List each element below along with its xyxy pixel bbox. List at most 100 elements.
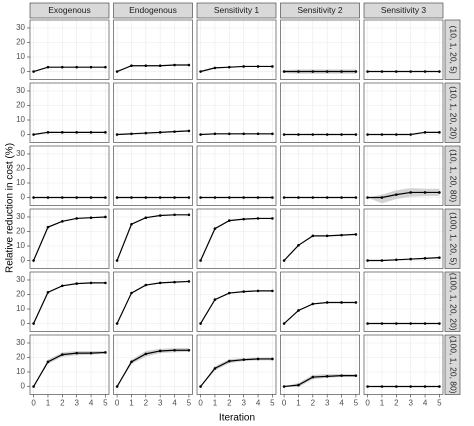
- x-tick-label: 5: [270, 399, 275, 408]
- row-strip-label: (100, 1, 20, 5): [448, 212, 458, 265]
- x-tick-label: 4: [256, 399, 261, 408]
- point: [242, 132, 245, 136]
- point: [104, 215, 107, 219]
- panel-border: [280, 82, 360, 143]
- point: [354, 301, 358, 304]
- line: [117, 130, 189, 136]
- x-tick-label: 0: [365, 399, 370, 408]
- confidence-band: [200, 357, 273, 387]
- point: [104, 131, 107, 134]
- panel: [364, 335, 443, 395]
- point: [187, 280, 191, 283]
- point: [256, 217, 260, 220]
- x-tick-label: 1: [129, 399, 134, 408]
- point: [199, 196, 202, 199]
- point: [354, 196, 358, 199]
- point: [199, 385, 202, 388]
- point: [158, 281, 162, 285]
- point: [158, 214, 162, 217]
- point: [395, 385, 398, 388]
- point: [366, 133, 369, 136]
- panel-border: [113, 19, 193, 80]
- point: [75, 217, 78, 220]
- x-tick-label: 4: [172, 399, 177, 408]
- point: [271, 65, 274, 68]
- point: [395, 258, 398, 262]
- point: [144, 283, 148, 287]
- point: [325, 70, 329, 73]
- line: [33, 66, 106, 73]
- point: [187, 196, 191, 199]
- point: [395, 70, 398, 73]
- point: [213, 367, 217, 370]
- x-tick-label: 2: [227, 399, 232, 408]
- point: [144, 64, 148, 68]
- point: [242, 196, 245, 199]
- point: [75, 65, 78, 69]
- point: [104, 65, 107, 69]
- point: [115, 196, 119, 199]
- y-tick-label: 30: [16, 23, 25, 32]
- panel-border: [29, 82, 110, 143]
- panel-border: [363, 82, 444, 143]
- panel: [197, 83, 276, 143]
- y-tick-label: 20: [16, 38, 25, 47]
- y-tick-label: 10: [16, 241, 25, 250]
- point: [311, 70, 315, 73]
- point: [228, 65, 231, 69]
- panel-border: [280, 145, 360, 206]
- point: [213, 227, 217, 230]
- point: [409, 70, 412, 73]
- y-tick-label: 0: [21, 130, 26, 139]
- point: [32, 196, 35, 199]
- point: [366, 196, 369, 199]
- point: [61, 284, 64, 288]
- panel: [280, 83, 360, 143]
- point: [199, 133, 202, 136]
- y-tick-label: 30: [16, 86, 25, 95]
- point: [311, 196, 315, 199]
- point: [32, 70, 35, 73]
- row-strip: [444, 334, 461, 395]
- line: [284, 375, 356, 388]
- point: [115, 259, 119, 262]
- panel-border: [363, 145, 444, 206]
- x-tick-label: 5: [354, 399, 359, 408]
- point: [395, 193, 398, 196]
- panel-border: [280, 208, 360, 269]
- point: [311, 302, 315, 306]
- point: [242, 65, 245, 68]
- point: [423, 322, 427, 325]
- point: [380, 322, 384, 325]
- y-tick-label: 20: [16, 353, 25, 362]
- x-tick-label: 2: [144, 399, 149, 408]
- y-tick-label: 10: [16, 304, 25, 313]
- panel-border: [363, 271, 444, 332]
- y-tick-label: 20: [16, 290, 25, 299]
- point: [242, 217, 245, 221]
- panel-border: [29, 334, 110, 395]
- point: [325, 234, 329, 238]
- point: [89, 281, 93, 285]
- point: [61, 131, 64, 134]
- column-strip-label: Sensitivity 1: [214, 5, 260, 15]
- point: [213, 196, 217, 199]
- point: [325, 375, 329, 378]
- panel-border: [196, 334, 277, 395]
- line: [367, 191, 440, 199]
- point: [115, 385, 119, 388]
- point: [256, 196, 260, 199]
- row-strip: [444, 208, 461, 269]
- point: [89, 65, 93, 69]
- point: [115, 133, 119, 136]
- point: [46, 291, 50, 294]
- point: [271, 289, 274, 293]
- point: [213, 66, 217, 70]
- point: [130, 196, 133, 199]
- row-strip-label: (10, 1, 20, 20): [448, 86, 458, 139]
- point: [340, 70, 343, 73]
- point: [173, 196, 176, 199]
- point: [423, 70, 427, 73]
- point: [438, 131, 441, 134]
